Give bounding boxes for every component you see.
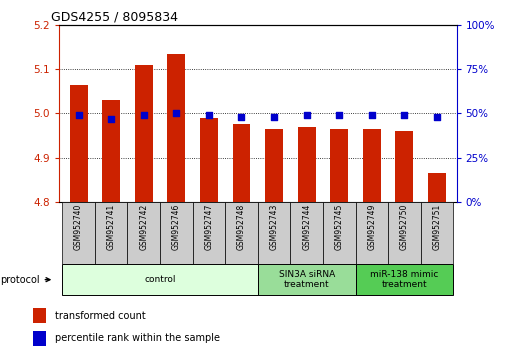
Bar: [33, 308, 46, 323]
FancyBboxPatch shape: [356, 264, 453, 295]
Bar: [167, 53, 185, 202]
Text: GSM952742: GSM952742: [139, 204, 148, 250]
Point: [140, 112, 148, 118]
Text: miR-138 mimic
treatment: miR-138 mimic treatment: [370, 270, 439, 289]
Bar: [70, 85, 88, 202]
Text: GSM952748: GSM952748: [237, 204, 246, 250]
Bar: [232, 124, 250, 202]
Bar: [33, 331, 46, 346]
Bar: [102, 100, 120, 202]
Bar: [265, 129, 283, 202]
FancyBboxPatch shape: [127, 202, 160, 264]
FancyBboxPatch shape: [62, 264, 258, 295]
Text: GSM952750: GSM952750: [400, 204, 409, 250]
Bar: [200, 118, 218, 202]
FancyBboxPatch shape: [356, 202, 388, 264]
Bar: [135, 64, 153, 202]
FancyBboxPatch shape: [225, 202, 258, 264]
FancyBboxPatch shape: [95, 202, 127, 264]
Text: GSM952743: GSM952743: [269, 204, 279, 250]
FancyBboxPatch shape: [290, 202, 323, 264]
Bar: [396, 131, 413, 202]
FancyBboxPatch shape: [192, 202, 225, 264]
Bar: [330, 129, 348, 202]
Text: protocol: protocol: [0, 275, 50, 285]
Point: [205, 112, 213, 118]
Point: [433, 114, 441, 120]
Bar: [298, 127, 315, 202]
Point: [238, 114, 246, 120]
Text: GSM952744: GSM952744: [302, 204, 311, 250]
Text: GSM952746: GSM952746: [172, 204, 181, 250]
FancyBboxPatch shape: [160, 202, 192, 264]
Text: GSM952749: GSM952749: [367, 204, 377, 250]
Point: [335, 112, 343, 118]
Text: percentile rank within the sample: percentile rank within the sample: [54, 333, 220, 343]
Text: GSM952745: GSM952745: [335, 204, 344, 250]
FancyBboxPatch shape: [323, 202, 356, 264]
Text: GSM952751: GSM952751: [432, 204, 442, 250]
FancyBboxPatch shape: [388, 202, 421, 264]
Point: [270, 114, 278, 120]
Text: control: control: [144, 275, 176, 284]
Text: GSM952741: GSM952741: [107, 204, 115, 250]
Text: GSM952740: GSM952740: [74, 204, 83, 250]
FancyBboxPatch shape: [421, 202, 453, 264]
Text: GDS4255 / 8095834: GDS4255 / 8095834: [51, 11, 178, 24]
Point: [172, 110, 181, 116]
Point: [400, 112, 408, 118]
FancyBboxPatch shape: [258, 202, 290, 264]
Point: [107, 116, 115, 121]
Text: GSM952747: GSM952747: [204, 204, 213, 250]
Bar: [428, 173, 446, 202]
Text: transformed count: transformed count: [54, 311, 145, 321]
FancyBboxPatch shape: [62, 202, 95, 264]
Point: [74, 112, 83, 118]
FancyBboxPatch shape: [258, 264, 356, 295]
Point: [368, 112, 376, 118]
Bar: [363, 129, 381, 202]
Point: [303, 112, 311, 118]
Text: SIN3A siRNA
treatment: SIN3A siRNA treatment: [279, 270, 335, 289]
